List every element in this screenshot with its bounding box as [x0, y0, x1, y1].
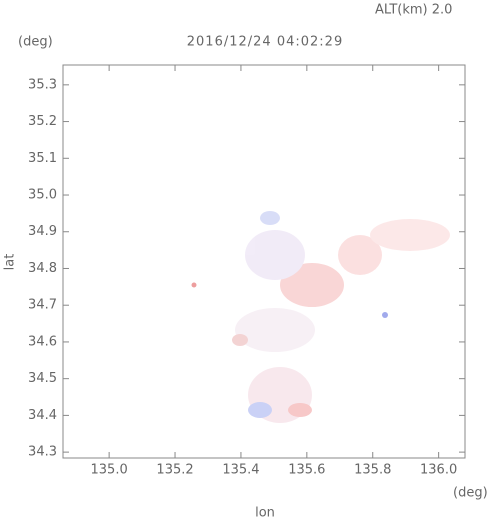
x-tick-label: 135.8: [354, 463, 391, 478]
altitude-label: ALT(km) 2.0: [375, 3, 452, 18]
echo-region: [191, 211, 450, 423]
y-tick-label: 34.7: [28, 298, 57, 313]
y-unit: (deg): [18, 35, 53, 50]
chart-title: 2016/12/24 04:02:29: [187, 35, 343, 50]
plot-frame: [62, 64, 466, 459]
y-axis-label: lat: [3, 254, 18, 271]
y-tick-label: 35.0: [28, 188, 57, 203]
x-tick-label: 136.0: [420, 463, 457, 478]
x-unit: (deg): [453, 486, 488, 501]
x-tick-label: 135.4: [222, 463, 259, 478]
y-tick-label: 34.3: [28, 445, 57, 460]
y-tick-label: 34.9: [28, 224, 57, 239]
y-tick-label: 34.5: [28, 371, 57, 386]
x-tick-label: 135.6: [288, 463, 325, 478]
x-axis-label: lon: [255, 506, 275, 521]
x-tick-label: 135.0: [91, 463, 128, 478]
y-tick-label: 34.6: [28, 334, 57, 349]
y-tick-label: 34.8: [28, 261, 57, 276]
y-tick-label: 34.4: [28, 408, 57, 423]
x-tick-label: 135.2: [156, 463, 193, 478]
y-tick-label: 35.2: [28, 114, 57, 129]
y-tick-label: 35.1: [28, 151, 57, 166]
y-tick-label: 35.3: [28, 77, 57, 92]
